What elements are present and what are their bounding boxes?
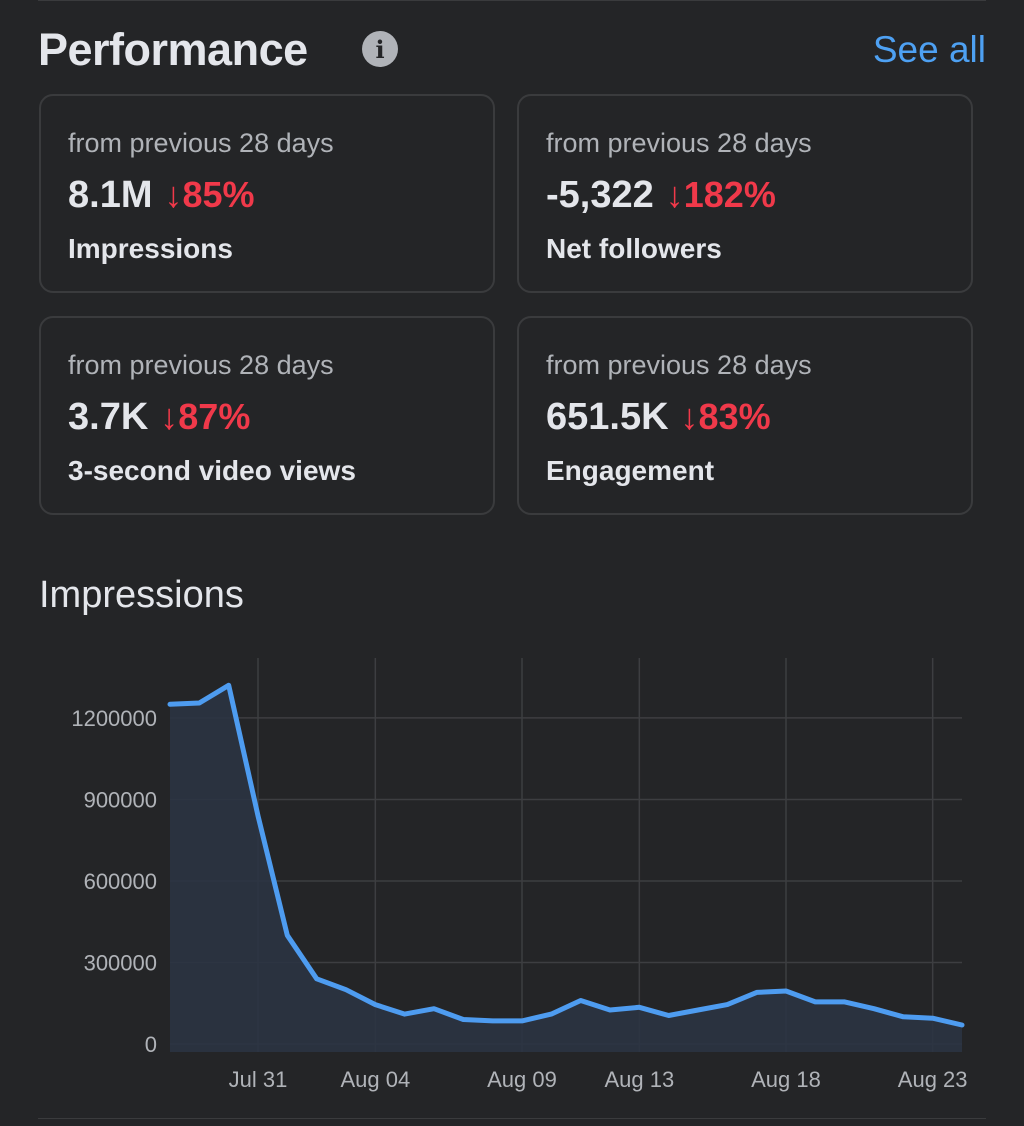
page-title: Performance <box>38 24 308 75</box>
card-subtitle: from previous 28 days <box>546 350 812 380</box>
y-tick-label: 900000 <box>84 787 157 812</box>
data-point <box>667 1013 671 1017</box>
card-label: 3-second video views <box>68 455 356 486</box>
y-tick-label: 1200000 <box>71 706 157 731</box>
see-all-link[interactable]: See all <box>872 29 986 70</box>
data-point <box>872 1007 876 1011</box>
data-point <box>696 1008 700 1012</box>
card-change: ↓85% <box>164 174 255 215</box>
x-tick-label: Aug 13 <box>604 1067 674 1092</box>
x-tick-label: Aug 23 <box>898 1067 968 1092</box>
data-point <box>432 1007 436 1011</box>
info-icon[interactable]: i <box>362 31 398 67</box>
data-point <box>579 999 583 1003</box>
net-followers-card[interactable]: from previous 28 days -5,322 ↓182% Net fo… <box>517 94 973 293</box>
data-point <box>520 1019 524 1023</box>
data-point <box>491 1019 495 1023</box>
card-subtitle: from previous 28 days <box>68 128 334 158</box>
y-tick-label: 0 <box>145 1032 157 1057</box>
card-value: 8.1M <box>68 174 153 216</box>
data-point <box>403 1012 407 1016</box>
engagement-card[interactable]: from previous 28 days 651.5K ↓83% Engagem… <box>517 316 973 515</box>
card-change: ↓83% <box>680 396 771 437</box>
x-tick-label: Aug 09 <box>487 1067 557 1092</box>
data-point <box>461 1018 465 1022</box>
chart-title: Impressions <box>39 574 244 616</box>
data-point <box>901 1015 905 1019</box>
impressions-chart[interactable]: 0 300000 600000 900000 1200000 Jul 31 Aug 04 Au… <box>0 640 1024 1100</box>
data-point <box>197 701 201 705</box>
performance-header: Performance i See all <box>38 24 986 80</box>
card-value-row: -5,322 ↓182% <box>546 174 776 217</box>
x-tick-label: Aug 18 <box>751 1067 821 1092</box>
card-value: -5,322 <box>546 174 654 216</box>
data-point <box>549 1012 553 1016</box>
data-point <box>960 1023 964 1027</box>
card-value-row: 8.1M ↓85% <box>68 174 255 217</box>
card-change: ↓87% <box>160 396 251 437</box>
data-point <box>227 683 231 687</box>
impressions-area <box>170 685 962 1052</box>
x-tick-label: Aug 04 <box>340 1067 410 1092</box>
top-divider <box>38 0 986 1</box>
card-change: ↓182% <box>665 174 776 215</box>
data-point <box>256 814 260 818</box>
x-tick-label: Jul 31 <box>229 1067 288 1092</box>
data-point <box>725 1003 729 1007</box>
data-point <box>315 977 319 981</box>
bottom-divider <box>38 1118 986 1119</box>
data-point <box>755 990 759 994</box>
data-point <box>843 1000 847 1004</box>
card-label: Net followers <box>546 233 722 264</box>
y-tick-label: 300000 <box>84 950 157 975</box>
video-views-card[interactable]: from previous 28 days 3.7K ↓87% 3-second … <box>39 316 495 515</box>
card-value: 651.5K <box>546 396 669 438</box>
data-point <box>285 933 289 937</box>
data-point <box>168 702 172 706</box>
impressions-line <box>167 682 965 1028</box>
data-point <box>784 989 788 993</box>
card-value: 3.7K <box>68 396 149 438</box>
card-label: Engagement <box>546 455 715 486</box>
data-point <box>637 1005 641 1009</box>
data-point <box>373 1003 377 1007</box>
data-point <box>608 1008 612 1012</box>
data-point <box>931 1016 935 1020</box>
card-value-row: 3.7K ↓87% <box>68 396 250 439</box>
data-point <box>344 988 348 992</box>
card-label: Impressions <box>68 233 233 264</box>
y-tick-label: 600000 <box>84 869 157 894</box>
card-subtitle: from previous 28 days <box>546 128 812 158</box>
card-value-row: 651.5K ↓83% <box>546 396 771 439</box>
card-subtitle: from previous 28 days <box>68 350 334 380</box>
data-point <box>813 1000 817 1004</box>
impressions-card[interactable]: from previous 28 days 8.1M ↓85% Impressio… <box>39 94 495 293</box>
